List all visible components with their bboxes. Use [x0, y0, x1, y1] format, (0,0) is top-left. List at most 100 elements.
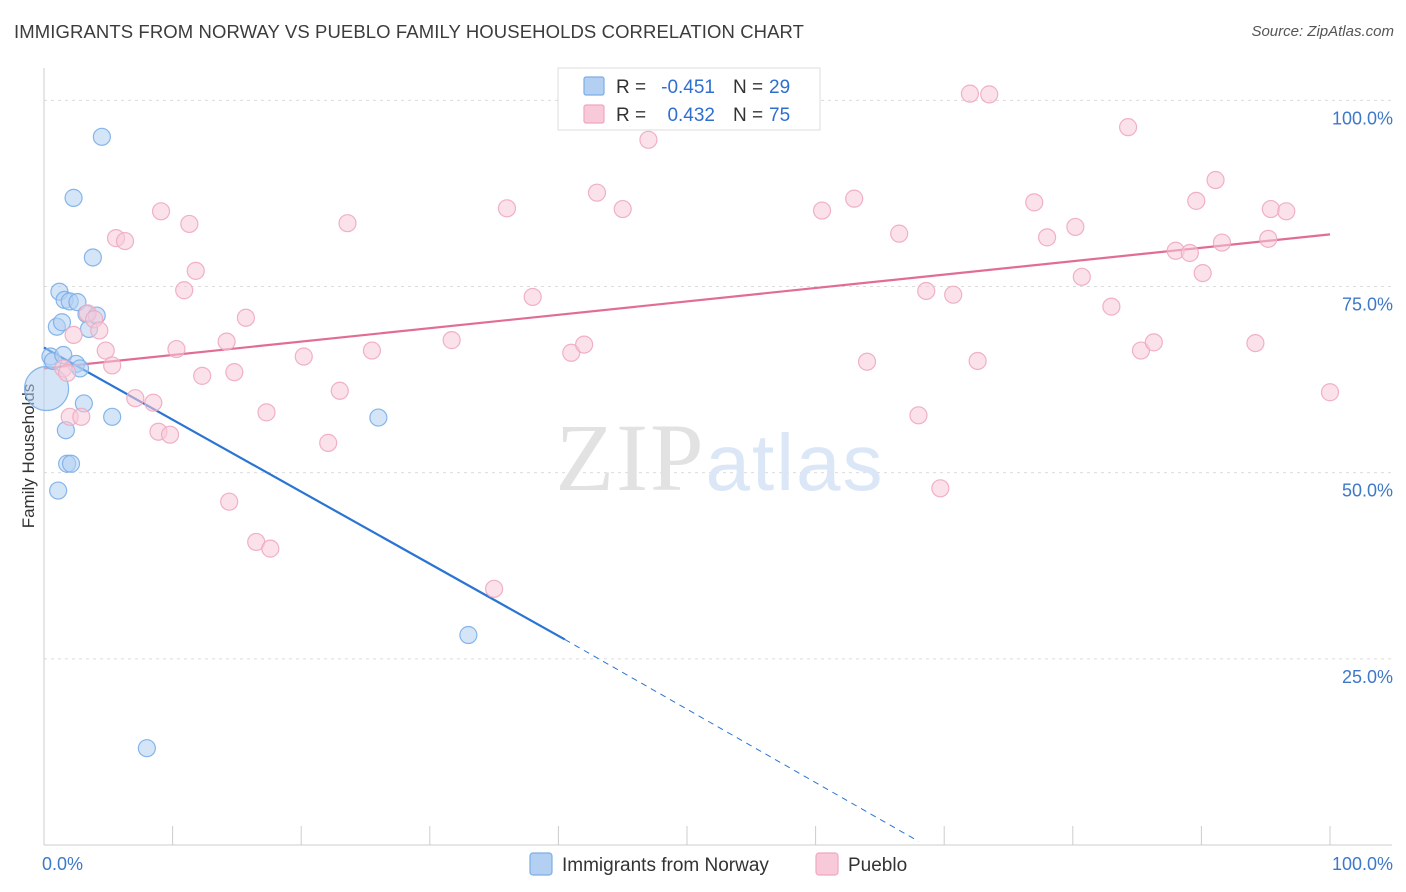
legend-label-norway: Immigrants from Norway [562, 855, 769, 876]
pueblo-point [319, 433, 338, 452]
norway-point [459, 625, 478, 645]
pueblo-point [613, 199, 632, 219]
norway-point [83, 248, 102, 267]
legend-swatch-pueblo [815, 852, 839, 876]
pueblo-point [845, 189, 864, 208]
legend-label-pueblo: Pueblo [848, 855, 907, 876]
stats-n-label: N = [733, 105, 763, 126]
pueblo-point [1259, 229, 1278, 248]
chart-source: Source: ZipAtlas.com [1251, 23, 1394, 40]
y-tick-label: 75.0% [1342, 295, 1393, 315]
pueblo-point [115, 231, 135, 251]
pueblo-point [64, 325, 83, 345]
stats-n-value: 29 [769, 77, 790, 98]
pueblo-point [294, 347, 313, 366]
pueblo-point [1277, 202, 1296, 221]
pueblo-point [193, 366, 212, 385]
pueblo-point [217, 332, 236, 351]
watermark-text: ZIPatlas [556, 404, 885, 511]
pueblo-point [1131, 341, 1151, 360]
pueblo-point [330, 381, 349, 400]
pueblo-point [968, 351, 987, 371]
pueblo-point [144, 393, 163, 412]
norway-point [103, 407, 122, 426]
pueblo-trend-line [43, 233, 1331, 370]
y-tick-label: 25.0% [1342, 667, 1393, 687]
pueblo-point [1025, 193, 1044, 212]
pueblo-point [90, 321, 109, 340]
pueblo-point [1180, 243, 1199, 263]
pueblo-point [442, 331, 461, 350]
pueblo-point [960, 84, 980, 103]
y-tick-label: 50.0% [1342, 481, 1393, 501]
pueblo-point [523, 287, 542, 307]
pueblo-point [220, 492, 239, 511]
pueblo-point [485, 579, 504, 598]
pueblo-point [1206, 170, 1225, 190]
pueblo-point [1261, 199, 1280, 219]
pueblo-point [1102, 297, 1121, 316]
pueblo-point [1320, 383, 1340, 402]
norway-point [137, 739, 156, 758]
stats-n-label: N = [733, 77, 763, 98]
pueblo-point [236, 308, 256, 327]
x-tick-label: 0.0% [42, 854, 83, 874]
pueblo-point [1212, 233, 1232, 252]
legend: Immigrants from Norway Pueblo [529, 852, 907, 876]
norway-point [92, 127, 111, 146]
norway-point [61, 454, 81, 473]
pueblo-point [575, 335, 594, 354]
pueblo-point [890, 224, 909, 243]
pueblo-point [917, 281, 936, 301]
pueblo-point [980, 85, 999, 104]
pueblo-point [857, 352, 877, 371]
pueblo-point [1118, 118, 1138, 137]
norway-trend-line [43, 346, 566, 641]
pueblo-point [338, 214, 357, 233]
norway-point [52, 313, 72, 332]
stats-r-label: R = [616, 77, 646, 98]
legend-swatch-norway [529, 852, 553, 876]
y-axis-title: Family Households [19, 384, 38, 529]
grid-lines [44, 99, 1392, 660]
pueblo-point [587, 183, 607, 202]
pueblo-point [1246, 333, 1265, 353]
pueblo-point [944, 285, 963, 304]
pueblo-point [909, 406, 928, 425]
stats-r-value: -0.451 [661, 77, 715, 98]
pueblo-point [160, 425, 180, 444]
pueblo-point [126, 389, 145, 408]
norway-point [49, 481, 68, 500]
pueblo-point [151, 202, 171, 221]
stats-swatch [583, 76, 605, 96]
pueblo-point [186, 261, 205, 280]
pueblo-point [261, 539, 280, 558]
pueblo-point [175, 281, 194, 300]
axes: 25.0% 50.0% 75.0% 100.0% 0.0% 100.0% Family Ho… [19, 68, 1393, 874]
pueblo-point [167, 339, 186, 359]
pueblo-point [225, 363, 244, 382]
pueblo-point [1037, 228, 1057, 247]
pueblo-point [497, 199, 517, 218]
pueblo-point [931, 479, 950, 498]
pueblo-point [1072, 267, 1091, 286]
pueblo-point [1066, 217, 1085, 237]
pueblo-point [1187, 191, 1206, 210]
stats-box: R = -0.451 N = 29 R = 0.432 N = 75 [557, 67, 821, 131]
pueblo-point [1144, 333, 1163, 352]
watermark: ZIPatlas [556, 404, 885, 511]
chart-title: IMMIGRANTS FROM NORWAY VS PUEBLO FAMILY … [14, 21, 805, 42]
pueblo-point [180, 214, 199, 234]
pueblo-point [362, 341, 382, 360]
pueblo-point [257, 403, 276, 422]
pueblo-point [103, 356, 122, 375]
norway-point [369, 408, 388, 427]
pueblo-point [72, 407, 91, 426]
stats-r-label: R = [616, 105, 646, 126]
pueblo-point [1193, 264, 1212, 283]
y-tick-label: 100.0% [1332, 108, 1393, 128]
norway-trend-extension [564, 639, 919, 842]
norway-point [64, 188, 83, 207]
stats-swatch [583, 104, 605, 124]
